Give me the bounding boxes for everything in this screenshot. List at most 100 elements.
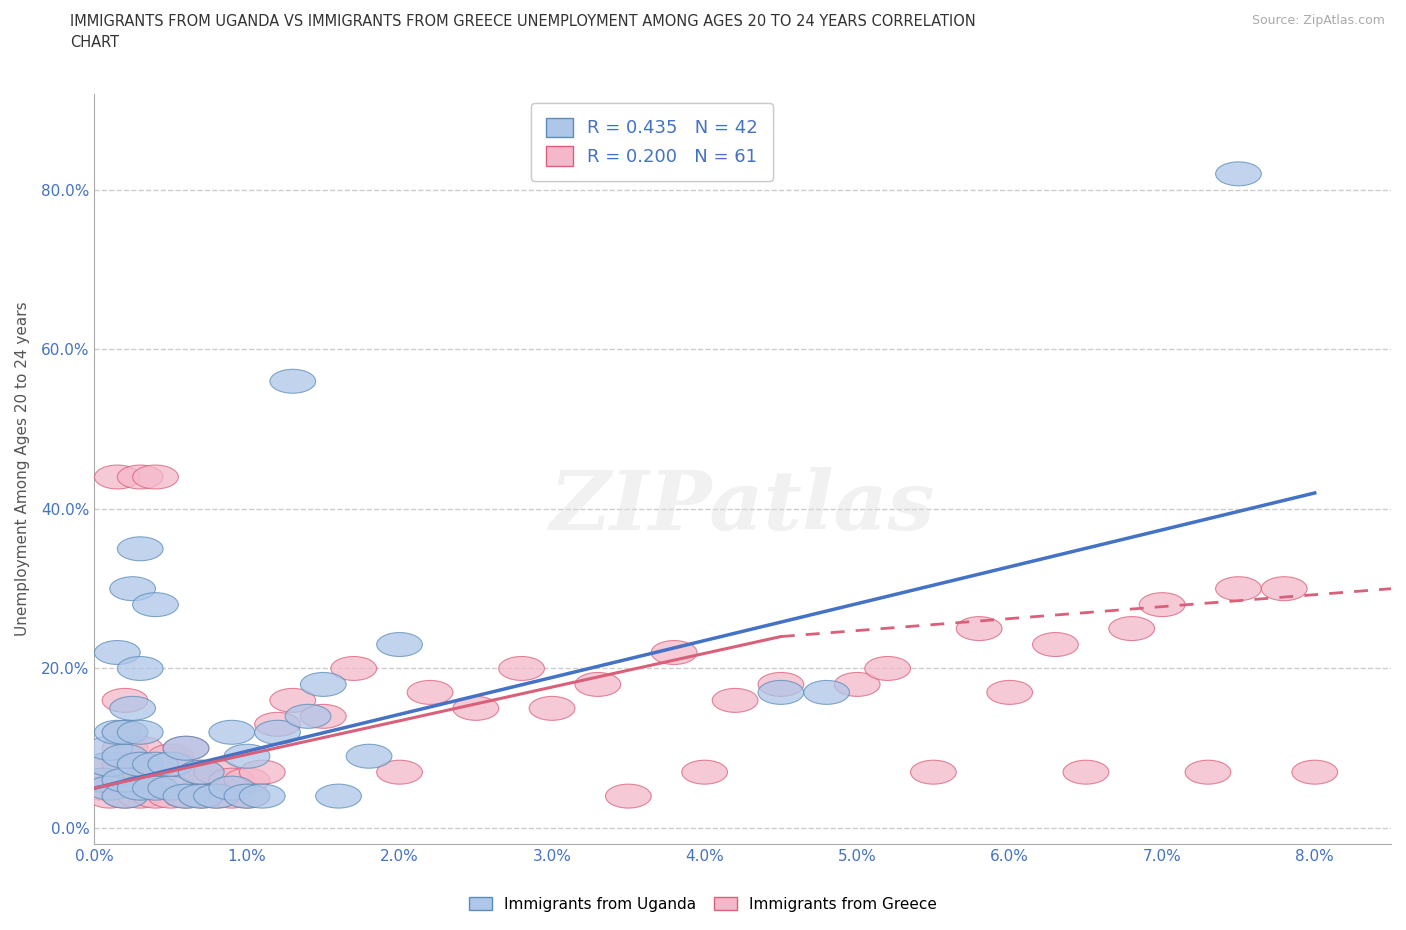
Ellipse shape (117, 784, 163, 808)
Ellipse shape (301, 672, 346, 697)
Ellipse shape (254, 721, 301, 744)
Ellipse shape (224, 744, 270, 768)
Text: ZIPatlas: ZIPatlas (550, 467, 935, 547)
Ellipse shape (209, 721, 254, 744)
Ellipse shape (865, 657, 911, 681)
Ellipse shape (148, 744, 194, 768)
Ellipse shape (330, 657, 377, 681)
Ellipse shape (1216, 162, 1261, 186)
Ellipse shape (1063, 760, 1109, 784)
Ellipse shape (239, 760, 285, 784)
Ellipse shape (117, 768, 163, 792)
Ellipse shape (285, 704, 330, 728)
Ellipse shape (1109, 617, 1154, 641)
Ellipse shape (103, 768, 148, 792)
Ellipse shape (87, 768, 132, 792)
Ellipse shape (179, 760, 224, 784)
Ellipse shape (194, 760, 239, 784)
Ellipse shape (117, 465, 163, 489)
Ellipse shape (911, 760, 956, 784)
Ellipse shape (179, 784, 224, 808)
Ellipse shape (103, 737, 148, 760)
Ellipse shape (117, 657, 163, 681)
Ellipse shape (209, 768, 254, 792)
Ellipse shape (110, 697, 156, 721)
Ellipse shape (79, 768, 125, 792)
Ellipse shape (209, 777, 254, 800)
Ellipse shape (224, 784, 270, 808)
Ellipse shape (103, 721, 148, 744)
Ellipse shape (301, 704, 346, 728)
Ellipse shape (194, 784, 239, 808)
Ellipse shape (163, 784, 209, 808)
Ellipse shape (132, 592, 179, 617)
Ellipse shape (117, 752, 163, 777)
Text: Source: ZipAtlas.com: Source: ZipAtlas.com (1251, 14, 1385, 27)
Y-axis label: Unemployment Among Ages 20 to 24 years: Unemployment Among Ages 20 to 24 years (15, 301, 30, 636)
Ellipse shape (163, 784, 209, 808)
Ellipse shape (804, 681, 849, 704)
Ellipse shape (103, 784, 148, 808)
Ellipse shape (209, 784, 254, 808)
Ellipse shape (117, 777, 163, 800)
Ellipse shape (117, 721, 163, 744)
Ellipse shape (575, 672, 620, 697)
Ellipse shape (110, 577, 156, 601)
Ellipse shape (148, 768, 194, 792)
Ellipse shape (87, 784, 132, 808)
Ellipse shape (315, 784, 361, 808)
Ellipse shape (956, 617, 1002, 641)
Ellipse shape (132, 784, 179, 808)
Ellipse shape (758, 672, 804, 697)
Ellipse shape (87, 777, 132, 800)
Legend: Immigrants from Uganda, Immigrants from Greece: Immigrants from Uganda, Immigrants from … (463, 890, 943, 918)
Ellipse shape (103, 784, 148, 808)
Ellipse shape (103, 688, 148, 712)
Ellipse shape (270, 688, 315, 712)
Ellipse shape (254, 712, 301, 737)
Ellipse shape (270, 369, 315, 393)
Ellipse shape (132, 465, 179, 489)
Ellipse shape (103, 768, 148, 792)
Ellipse shape (87, 752, 132, 777)
Text: IMMIGRANTS FROM UGANDA VS IMMIGRANTS FROM GREECE UNEMPLOYMENT AMONG AGES 20 TO 2: IMMIGRANTS FROM UGANDA VS IMMIGRANTS FRO… (70, 14, 976, 29)
Ellipse shape (79, 777, 125, 800)
Ellipse shape (194, 784, 239, 808)
Ellipse shape (87, 752, 132, 777)
Ellipse shape (1261, 577, 1308, 601)
Ellipse shape (499, 657, 544, 681)
Ellipse shape (1139, 592, 1185, 617)
Ellipse shape (87, 737, 132, 760)
Ellipse shape (103, 744, 148, 768)
Ellipse shape (117, 537, 163, 561)
Ellipse shape (103, 752, 148, 777)
Ellipse shape (117, 752, 163, 777)
Ellipse shape (529, 697, 575, 721)
Ellipse shape (163, 737, 209, 760)
Text: CHART: CHART (70, 35, 120, 50)
Ellipse shape (758, 681, 804, 704)
Ellipse shape (408, 681, 453, 704)
Ellipse shape (1216, 577, 1261, 601)
Ellipse shape (163, 737, 209, 760)
Ellipse shape (713, 688, 758, 712)
Ellipse shape (224, 784, 270, 808)
Ellipse shape (346, 744, 392, 768)
Ellipse shape (94, 465, 141, 489)
Ellipse shape (239, 784, 285, 808)
Ellipse shape (103, 721, 148, 744)
Ellipse shape (834, 672, 880, 697)
Ellipse shape (377, 632, 422, 657)
Ellipse shape (1292, 760, 1337, 784)
Ellipse shape (117, 737, 163, 760)
Ellipse shape (132, 760, 179, 784)
Ellipse shape (94, 641, 141, 664)
Legend: R = 0.435   N = 42, R = 0.200   N = 61: R = 0.435 N = 42, R = 0.200 N = 61 (531, 103, 772, 180)
Ellipse shape (682, 760, 727, 784)
Ellipse shape (94, 721, 141, 744)
Ellipse shape (651, 641, 697, 664)
Ellipse shape (148, 784, 194, 808)
Ellipse shape (132, 777, 179, 800)
Ellipse shape (1032, 632, 1078, 657)
Ellipse shape (1185, 760, 1230, 784)
